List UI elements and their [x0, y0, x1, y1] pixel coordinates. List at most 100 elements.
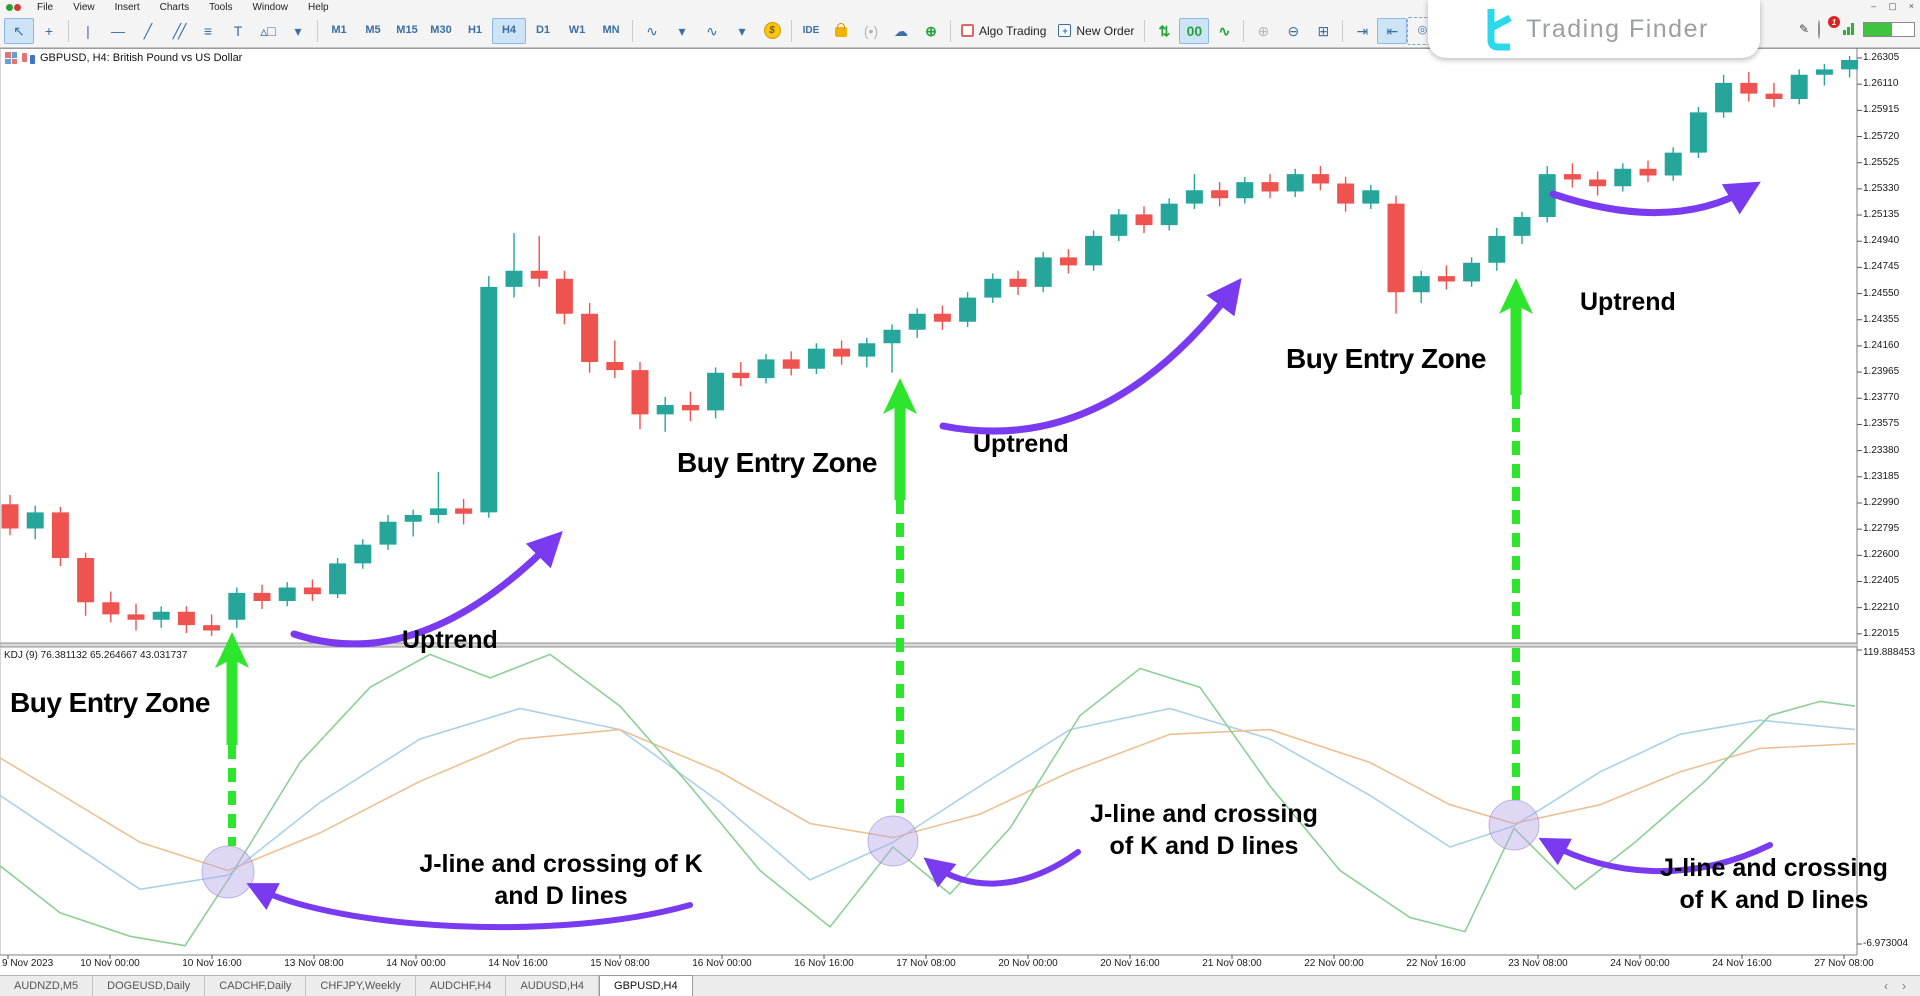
price-tick-label: 1.22990: [1863, 496, 1900, 508]
ide-button[interactable]: IDE: [802, 24, 820, 36]
tf-mn[interactable]: MN: [602, 24, 620, 36]
price-tick-label: 1.23380: [1863, 444, 1900, 456]
line-chart-button[interactable]: ∿: [1218, 22, 1231, 39]
tf-h1[interactable]: H1: [467, 24, 483, 36]
zoom-out-button[interactable]: ⊖: [1287, 22, 1300, 39]
tab-audchf-h4[interactable]: AUDCHF,H4: [416, 976, 507, 996]
currency-button[interactable]: $: [757, 18, 787, 44]
tf-m30[interactable]: M30: [430, 24, 452, 36]
time-tick-label: 16 Nov 00:00: [692, 958, 752, 969]
price-tick-label: 1.23965: [1863, 366, 1900, 378]
price-tick-label: 1.26110: [1863, 78, 1899, 90]
price-tick-label: 1.24160: [1863, 339, 1900, 351]
tab-cadchf-daily[interactable]: CADCHF,Daily: [205, 976, 307, 996]
tab-scroll-right[interactable]: ›: [1902, 979, 1906, 993]
text-tool[interactable]: T: [233, 22, 243, 39]
shapes-tool[interactable]: ▵□: [260, 22, 276, 39]
data-progress-bar: [1863, 21, 1915, 37]
market-bag-icon: [835, 23, 847, 37]
minimize-button[interactable]: –: [1871, 1, 1877, 11]
price-tick-label: 1.25135: [1863, 209, 1900, 221]
chart-title-bar: GBPUSD, H4: British Pound vs US Dollar: [5, 52, 242, 64]
notification-badge: 1: [1828, 16, 1840, 28]
indicators-dropdown[interactable]: ▾: [738, 22, 746, 39]
kdj-axis-top: 119.888453: [1863, 647, 1916, 658]
indicators-button[interactable]: ∿: [706, 22, 718, 39]
chart-area[interactable]: [0, 48, 1920, 976]
time-tick-label: 15 Nov 08:00: [590, 958, 650, 969]
price-tick-label: 1.23185: [1863, 470, 1900, 482]
tf-d1[interactable]: D1: [535, 24, 551, 36]
bar-chart-button[interactable]: 00: [1179, 17, 1210, 44]
menu-window[interactable]: Window: [252, 1, 289, 13]
tf-h4[interactable]: H4: [492, 17, 526, 44]
tab-gbpusd-h4[interactable]: GBPUSD,H4: [599, 975, 693, 996]
pin-icon[interactable]: ✎: [1798, 22, 1809, 36]
crosshair-tool[interactable]: +: [44, 22, 54, 39]
price-tick-label: 1.25720: [1863, 130, 1900, 142]
time-tick-label: 22 Nov 00:00: [1304, 958, 1364, 969]
new-order-button-icon: +: [1058, 24, 1072, 37]
toolbar-separator: [950, 19, 951, 42]
price-tick-label: 1.25525: [1863, 156, 1900, 168]
tab-audnzd-m5[interactable]: AUDNZD,M5: [0, 976, 94, 996]
tile-windows-button[interactable]: ⊞: [1317, 22, 1330, 39]
chart-type-button[interactable]: ∿: [646, 22, 658, 39]
trendline-tool[interactable]: ╱: [143, 22, 153, 39]
tf-m5[interactable]: M5: [365, 24, 381, 36]
toolbar-separator: [1243, 19, 1245, 42]
price-tick-label: 1.23770: [1863, 392, 1900, 404]
channel-tool[interactable]: ╱╱: [172, 22, 187, 39]
community-button[interactable]: ⊕: [925, 22, 937, 39]
price-tick-label: 1.22795: [1863, 523, 1900, 535]
restore-button[interactable]: ▢: [1888, 1, 1897, 11]
horizontal-line-tool[interactable]: —: [111, 22, 125, 39]
zoom-in-button[interactable]: ⊕: [1257, 22, 1270, 39]
chart-type-dropdown[interactable]: ▾: [678, 22, 686, 39]
market-button[interactable]: [826, 18, 856, 44]
cloud-button[interactable]: ☁: [894, 22, 908, 39]
connection-status-icon: [1843, 23, 1854, 35]
equidistant-lines-tool[interactable]: ≡: [203, 22, 213, 39]
toolbar-separator: [632, 19, 633, 42]
tf-w1[interactable]: W1: [568, 24, 586, 36]
tf-m1[interactable]: M1: [331, 24, 347, 36]
price-tick-label: 1.22015: [1863, 627, 1900, 639]
menu-charts[interactable]: Charts: [159, 1, 190, 13]
menu-help[interactable]: Help: [308, 1, 329, 13]
auto-scroll-button[interactable]: ⇤: [1377, 17, 1408, 44]
time-tick-label: 10 Nov 00:00: [80, 958, 140, 969]
menu-bar: File View Insert Charts Tools Window Help: [27, 2, 339, 13]
menu-file[interactable]: File: [37, 1, 54, 13]
close-button[interactable]: ×: [1908, 1, 1914, 11]
shift-end-button[interactable]: ⇥: [1356, 22, 1369, 39]
window-controls: – ▢ ×: [1871, 0, 1914, 13]
vertical-line-tool[interactable]: |: [86, 22, 90, 39]
menu-view[interactable]: View: [73, 1, 95, 13]
signals-button[interactable]: (•): [863, 22, 879, 39]
bell-icon: [1818, 20, 1820, 39]
notifications-icon[interactable]: 1: [1818, 16, 1840, 39]
toolbar-right-cluster: ✎ 1: [1798, 16, 1915, 39]
cursor-tool[interactable]: ↖: [4, 17, 34, 44]
time-tick-label: 14 Nov 00:00: [386, 958, 446, 969]
tick-chart-button[interactable]: ⇅: [1158, 22, 1171, 39]
trading-finder-glyph-icon: [1487, 9, 1512, 51]
time-tick-label: 24 Nov 00:00: [1610, 958, 1670, 969]
price-tick-label: 1.26305: [1863, 52, 1900, 63]
tab-chfjpy-weekly[interactable]: CHFJPY,Weekly: [306, 976, 416, 996]
tab-audusd-h4[interactable]: AUDUSD,H4: [506, 976, 600, 996]
symbol-icon: [22, 52, 35, 64]
tab-dogeusd-daily[interactable]: DOGEUSD,Daily: [93, 976, 206, 996]
menu-insert[interactable]: Insert: [114, 1, 140, 13]
menu-tools[interactable]: Tools: [209, 1, 233, 13]
price-tick-label: 1.24550: [1863, 287, 1900, 299]
tab-scroll-left[interactable]: ‹: [1884, 979, 1888, 993]
new-order-button[interactable]: + New Order: [1052, 19, 1140, 43]
time-tick-label: 14 Nov 16:00: [488, 958, 548, 969]
shapes-dropdown[interactable]: ▾: [294, 22, 302, 39]
time-tick-label: 27 Nov 08:00: [1814, 958, 1874, 969]
tf-m15[interactable]: M15: [396, 24, 418, 36]
algo-trading-button[interactable]: Algo Trading: [955, 19, 1052, 43]
algo-trading-button-icon: [961, 24, 974, 37]
